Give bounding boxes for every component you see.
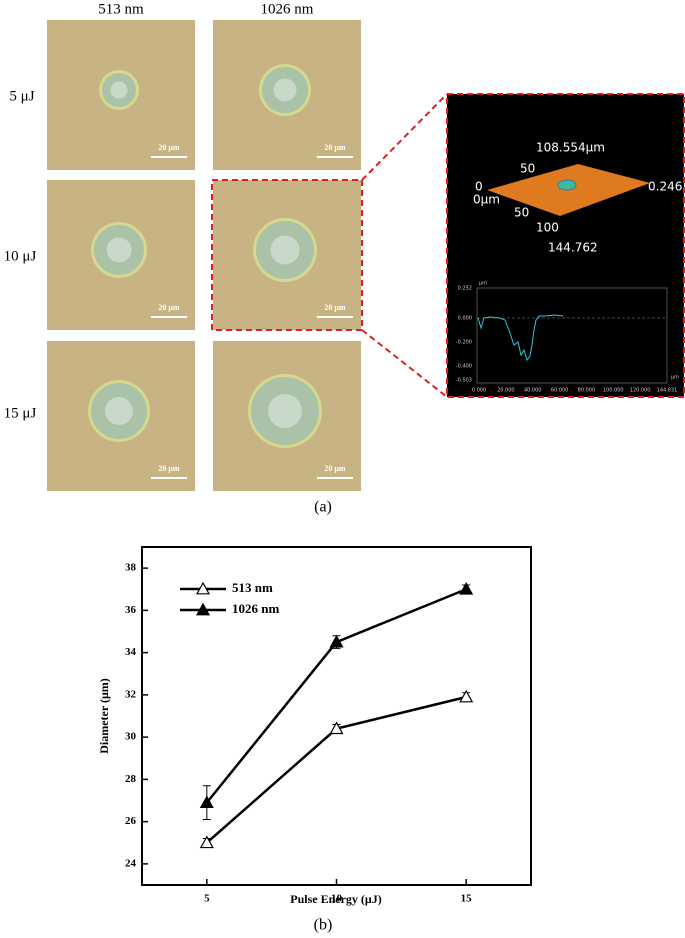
scale-label: 20 μm <box>158 143 180 152</box>
profile-x: 80.000 <box>578 388 596 394</box>
inset-label: 100 <box>536 221 559 235</box>
ablation-center <box>106 237 132 263</box>
profile-x: 40.000 <box>524 388 542 394</box>
inset-label: 144.762 <box>548 241 598 255</box>
profile-y: 0.000 <box>458 316 472 322</box>
scale-label: 20 μm <box>158 303 180 312</box>
y-axis-label: Diameter (μm) <box>97 678 111 754</box>
x-tick-label: 10 <box>331 893 343 905</box>
marker <box>459 689 474 703</box>
profile-unit: μm <box>479 281 487 287</box>
chart: 24 26 28 30 32 34 36 38 5 10 15 513 nm 1026 nm <box>125 546 532 905</box>
ablation-center <box>268 394 302 428</box>
scale-label: 20 μm <box>324 464 346 473</box>
profile-line <box>477 314 564 362</box>
y-tick-label: 38 <box>125 562 137 574</box>
profile-y: -0.200 <box>456 340 472 346</box>
marker <box>329 721 344 735</box>
column-label: 513 nm <box>98 1 144 17</box>
row-label: 15 μJ <box>4 405 37 421</box>
column-label: 1026 nm <box>261 1 314 17</box>
y-tick-label: 26 <box>125 815 137 827</box>
profile-x: 20.000 <box>497 388 515 394</box>
profile-x: 0.000 <box>472 388 486 394</box>
row-label: 10 μJ <box>4 248 37 264</box>
series-line <box>205 588 467 804</box>
y-tick-label: 32 <box>125 688 137 700</box>
ablation-center <box>270 235 300 265</box>
micrographs: 20 μm 20 μm 20 μm 20 μm 20 μm 20 μm <box>47 20 361 491</box>
profile-x: 100.000 <box>603 388 624 394</box>
marker <box>459 582 474 595</box>
highlight-box <box>211 179 363 331</box>
plot-frame <box>141 546 532 886</box>
y-tick-label: 36 <box>125 604 137 616</box>
scale-label: 20 μm <box>324 303 346 312</box>
marker <box>199 795 214 809</box>
ablation-center <box>110 81 128 99</box>
legend-marker <box>195 581 211 595</box>
ablation-center <box>105 397 133 425</box>
scale-label: 20 μm <box>324 143 346 152</box>
profile-unit: μm <box>671 375 679 381</box>
panel-label: (a) <box>314 499 332 516</box>
inset-label: 50 <box>514 206 529 220</box>
profile-y: 0.252 <box>458 286 472 292</box>
profile-x: 120.000 <box>630 388 651 394</box>
marker <box>199 835 214 849</box>
ablation-center <box>273 78 297 102</box>
panel-label: (b) <box>314 917 333 934</box>
legend-label: 513 nm <box>232 580 273 595</box>
profile-y: -0.400 <box>456 364 472 370</box>
legend-marker <box>195 602 211 616</box>
y-tick-label: 30 <box>125 731 137 743</box>
inset-label: 50 <box>520 162 535 176</box>
inset <box>446 93 685 398</box>
y-tick-label: 34 <box>125 646 137 658</box>
y-tick-label: 28 <box>125 773 137 785</box>
callout-line <box>361 329 448 398</box>
x-tick-label: 5 <box>204 893 210 905</box>
legend-label: 1026 nm <box>232 601 279 616</box>
crater-3d <box>557 179 577 191</box>
x-tick-label: 15 <box>461 893 473 905</box>
inset-label: 0μm <box>473 193 500 207</box>
profile-x: 60.000 <box>551 388 569 394</box>
profile-x-labels: 0.000 20.000 40.000 60.000 80.000 100.000 120.… <box>472 388 678 394</box>
inset-label: 0 <box>475 180 483 194</box>
inset-label: 108.554μm <box>536 141 605 155</box>
profile-x: 144.831 <box>657 388 678 394</box>
y-tick-label: 24 <box>125 857 137 869</box>
x-axis-label: Pulse Energy (μJ) <box>290 892 381 906</box>
marker <box>329 634 344 648</box>
inset-label: 0.246 <box>648 180 682 194</box>
callout-line <box>361 93 448 181</box>
profile-y: -0.503 <box>456 378 472 384</box>
profile-frame <box>476 287 668 384</box>
series-line <box>206 695 467 844</box>
row-label: 5 μJ <box>9 88 34 104</box>
scale-label: 20 μm <box>158 464 180 473</box>
